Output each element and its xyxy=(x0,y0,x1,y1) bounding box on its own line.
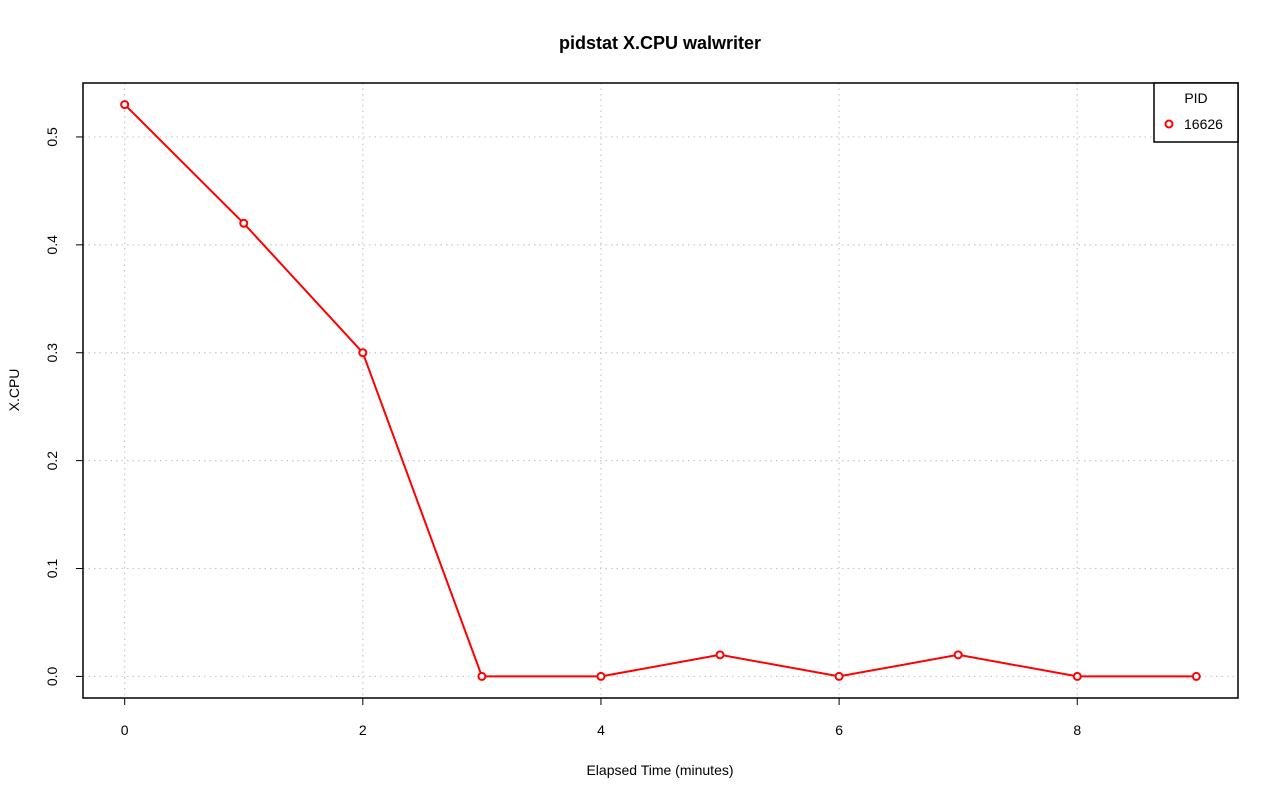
legend-title: PID xyxy=(1184,90,1207,106)
data-point xyxy=(1072,671,1082,681)
y-tick-label: 0.2 xyxy=(44,451,60,471)
x-tick-label: 4 xyxy=(597,722,605,738)
grid xyxy=(83,83,1238,698)
legend-marker xyxy=(1164,119,1174,129)
data-point xyxy=(953,650,963,660)
data-point xyxy=(120,100,130,110)
plot-frame xyxy=(82,82,1239,699)
x-axis-label: Elapsed Time (minutes) xyxy=(586,762,733,778)
data-point xyxy=(477,671,487,681)
y-tick-label: 0.1 xyxy=(44,559,60,579)
data-point xyxy=(1191,671,1201,681)
x-tick-label: 8 xyxy=(1073,722,1081,738)
y-axis-label: X.CPU xyxy=(6,369,22,412)
legend-entry-label: 16626 xyxy=(1184,116,1223,132)
x-axis: 0 2 4 6 8 xyxy=(121,697,1081,738)
x-tick-label: 2 xyxy=(359,722,367,738)
chart-title: pidstat X.CPU walwriter xyxy=(559,33,761,53)
y-tick-label: 0.3 xyxy=(44,343,60,363)
y-tick-label: 0.4 xyxy=(44,235,60,255)
data-point xyxy=(715,650,725,660)
data-point xyxy=(596,671,606,681)
data-point xyxy=(834,671,844,681)
x-tick-label: 6 xyxy=(835,722,843,738)
legend: PID 16626 xyxy=(1153,82,1239,143)
y-tick-label: 0.0 xyxy=(44,666,60,686)
y-tick-label: 0.5 xyxy=(44,127,60,147)
x-tick-label: 0 xyxy=(121,722,129,738)
y-axis: 0.0 0.1 0.2 0.3 0.4 0.5 xyxy=(44,127,84,686)
data-point xyxy=(358,348,368,358)
series-line xyxy=(123,103,1197,678)
legend-box xyxy=(1153,82,1239,143)
series-layer xyxy=(120,100,1201,681)
data-point xyxy=(239,218,249,228)
